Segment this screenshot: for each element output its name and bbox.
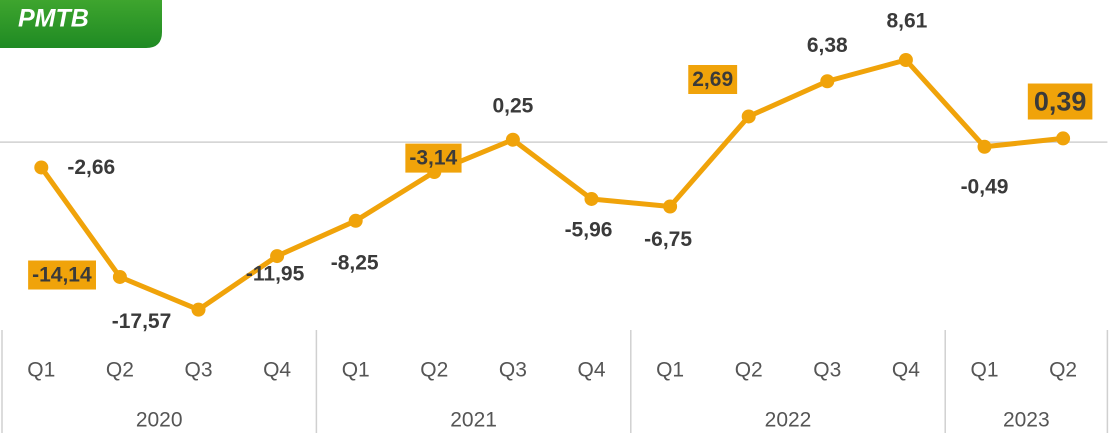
data-label: -5,96	[565, 219, 613, 242]
chart-title: PMTB	[18, 5, 89, 33]
plot-area: -2,66 -14,14 -17,57 -11,95 -8,25 -3,14 0,25 -5,…	[0, 10, 1108, 333]
data-label: 2,69	[692, 68, 733, 91]
series-line	[39, 57, 1064, 313]
data-label: -3,14	[409, 147, 457, 170]
x-tick-label: Q4	[263, 359, 291, 382]
group-label: 2022	[765, 409, 812, 432]
x-tick-label: Q1	[970, 359, 998, 382]
x-tick-label: Q3	[813, 359, 841, 382]
x-tick-label: Q2	[735, 359, 763, 382]
data-label: 8,61	[886, 10, 927, 33]
x-tick-label: Q1	[342, 359, 370, 382]
data-point	[820, 74, 835, 89]
data-point	[191, 302, 206, 317]
group-label: 2023	[1003, 409, 1050, 432]
data-point	[741, 109, 756, 124]
data-point	[663, 199, 678, 214]
x-tick-label: Q4	[577, 359, 605, 382]
data-point	[584, 191, 599, 206]
data-point	[270, 249, 285, 264]
data-point	[34, 160, 49, 175]
data-label: -0,49	[961, 175, 1009, 198]
data-point	[112, 269, 127, 284]
category-axis: Q1 Q2 Q3 Q4 2020 Q1 Q2 Q3 Q4 2021 Q1 Q2 Q3 Q4 2022 Q1 Q2…	[1, 330, 1109, 433]
data-label: -11,95	[246, 263, 305, 286]
data-label: -2,66	[67, 156, 115, 179]
x-tick-label: Q3	[499, 359, 527, 382]
title-badge	[0, 0, 162, 48]
x-tick-label: Q2	[1049, 359, 1077, 382]
data-label: -14,14	[32, 264, 92, 287]
x-tick-label: Q2	[420, 359, 448, 382]
data-point	[1056, 131, 1071, 146]
data-label: -8,25	[331, 251, 379, 274]
x-tick-label: Q4	[892, 359, 920, 382]
data-label: 0,39	[1034, 87, 1087, 117]
data-point	[348, 213, 363, 228]
x-tick-label: Q2	[106, 359, 134, 382]
x-tick-label: Q3	[184, 359, 212, 382]
data-label: -6,75	[644, 228, 692, 251]
x-tick-label: Q1	[656, 359, 684, 382]
data-point	[977, 139, 992, 154]
data-label: 6,38	[807, 34, 848, 57]
data-label-highlight	[28, 260, 96, 290]
data-label: -17,57	[112, 310, 172, 333]
data-point	[898, 52, 913, 67]
group-label: 2020	[136, 409, 183, 432]
x-tick-label: Q1	[27, 359, 55, 382]
data-label-highlight	[1027, 83, 1093, 120]
data-label: 0,25	[492, 94, 533, 117]
data-label-highlight	[688, 65, 738, 95]
group-label: 2021	[450, 409, 497, 432]
data-point	[505, 132, 520, 147]
data-label-highlight	[405, 143, 462, 173]
